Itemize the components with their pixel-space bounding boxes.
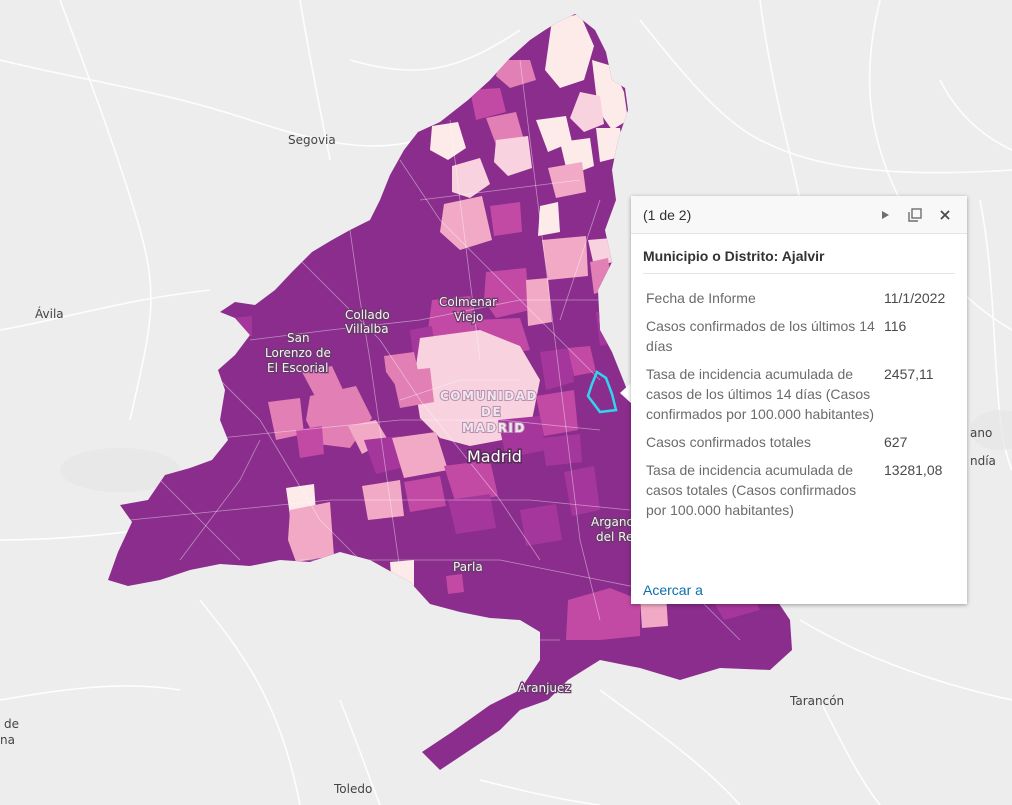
feature-popup: (1 de 2) Municipio o Distrito: Ajalvir F… xyxy=(631,196,967,604)
popup-dock-button[interactable] xyxy=(903,203,927,227)
attribute-label: Casos confirmados totales xyxy=(646,434,811,450)
popup-header: (1 de 2) xyxy=(631,196,967,234)
label-madrid: Madrid xyxy=(467,447,522,466)
basemap-terrain xyxy=(60,410,1012,492)
close-icon xyxy=(940,209,950,220)
label-comunidad-2: DE xyxy=(481,405,502,419)
maximize-icon xyxy=(908,207,922,222)
label-avila: Ávila xyxy=(35,306,64,321)
label-sanlorenzo-3: El Escorial xyxy=(267,361,328,375)
attribute-value: 627 xyxy=(884,434,908,450)
municipality-patches[interactable] xyxy=(232,14,760,640)
attribute-value: 13281,08 xyxy=(884,462,943,478)
zoom-to-link[interactable]: Acercar a xyxy=(643,582,703,598)
label-sanlorenzo-1: San xyxy=(287,331,310,345)
label-comunidad-1: COMUNIDAD xyxy=(440,389,538,403)
table-row: Casos confirmados totales 627 xyxy=(643,428,955,456)
popup-footer: Acercar a xyxy=(643,582,703,598)
attribute-value: 2457,11 xyxy=(884,366,934,382)
table-row: Casos confirmados de los últimos 14 días… xyxy=(643,312,955,360)
label-aranjuez: Aranjuez xyxy=(518,681,571,695)
attribute-value: 11/1/2022 xyxy=(884,290,946,306)
label-colmenar-1: Colmenar xyxy=(439,295,497,309)
attribute-table: Fecha de Informe 11/1/2022 Casos confirm… xyxy=(643,284,955,524)
popup-next-button[interactable] xyxy=(873,203,897,227)
attribute-label: Tasa de incidencia acumulada de casos de… xyxy=(646,366,875,422)
label-edge-left-1: de xyxy=(4,717,19,731)
attribute-label: Tasa de incidencia acumulada de casos to… xyxy=(646,462,857,518)
label-arganda-1: Arganda xyxy=(591,515,641,529)
popup-body: Municipio o Distrito: Ajalvir Fecha de I… xyxy=(631,234,967,524)
selected-municipality-highlight[interactable] xyxy=(586,370,618,414)
label-colmenar-2: Viejo xyxy=(454,310,483,324)
table-row: Tasa de incidencia acumulada de casos to… xyxy=(643,456,955,524)
label-sanlorenzo-2: Lorenzo de xyxy=(265,346,331,360)
label-edge-right-1: ano xyxy=(970,426,992,440)
label-edge-right-2: ndía xyxy=(970,454,996,468)
label-collado-1: Collado xyxy=(345,308,390,322)
label-collado-2: Villalba xyxy=(345,322,389,336)
label-tarancon: Tarancón xyxy=(789,694,844,708)
label-parla: Parla xyxy=(453,560,483,574)
label-edge-left-2: na xyxy=(0,733,15,747)
popup-pointer xyxy=(620,382,632,404)
popup-title: Municipio o Distrito: Ajalvir xyxy=(643,248,955,274)
label-toledo: Toledo xyxy=(333,782,372,796)
table-row: Tasa de incidencia acumulada de casos de… xyxy=(643,360,955,428)
popup-close-button[interactable] xyxy=(933,203,957,227)
attribute-label: Casos confirmados de los últimos 14 días xyxy=(646,318,875,354)
popup-pager: (1 de 2) xyxy=(643,206,692,223)
attribute-label: Fecha de Informe xyxy=(646,290,756,306)
label-comunidad-3: MADRID xyxy=(462,421,526,435)
attribute-value: 116 xyxy=(884,318,907,334)
table-row: Fecha de Informe 11/1/2022 xyxy=(643,284,955,312)
label-segovia: Segovia xyxy=(288,133,336,147)
label-arganda-2: del Rey xyxy=(596,530,640,544)
place-labels: Segovia Ávila Tarancón Toledo ano ndía d… xyxy=(0,133,996,796)
play-icon xyxy=(882,210,889,219)
